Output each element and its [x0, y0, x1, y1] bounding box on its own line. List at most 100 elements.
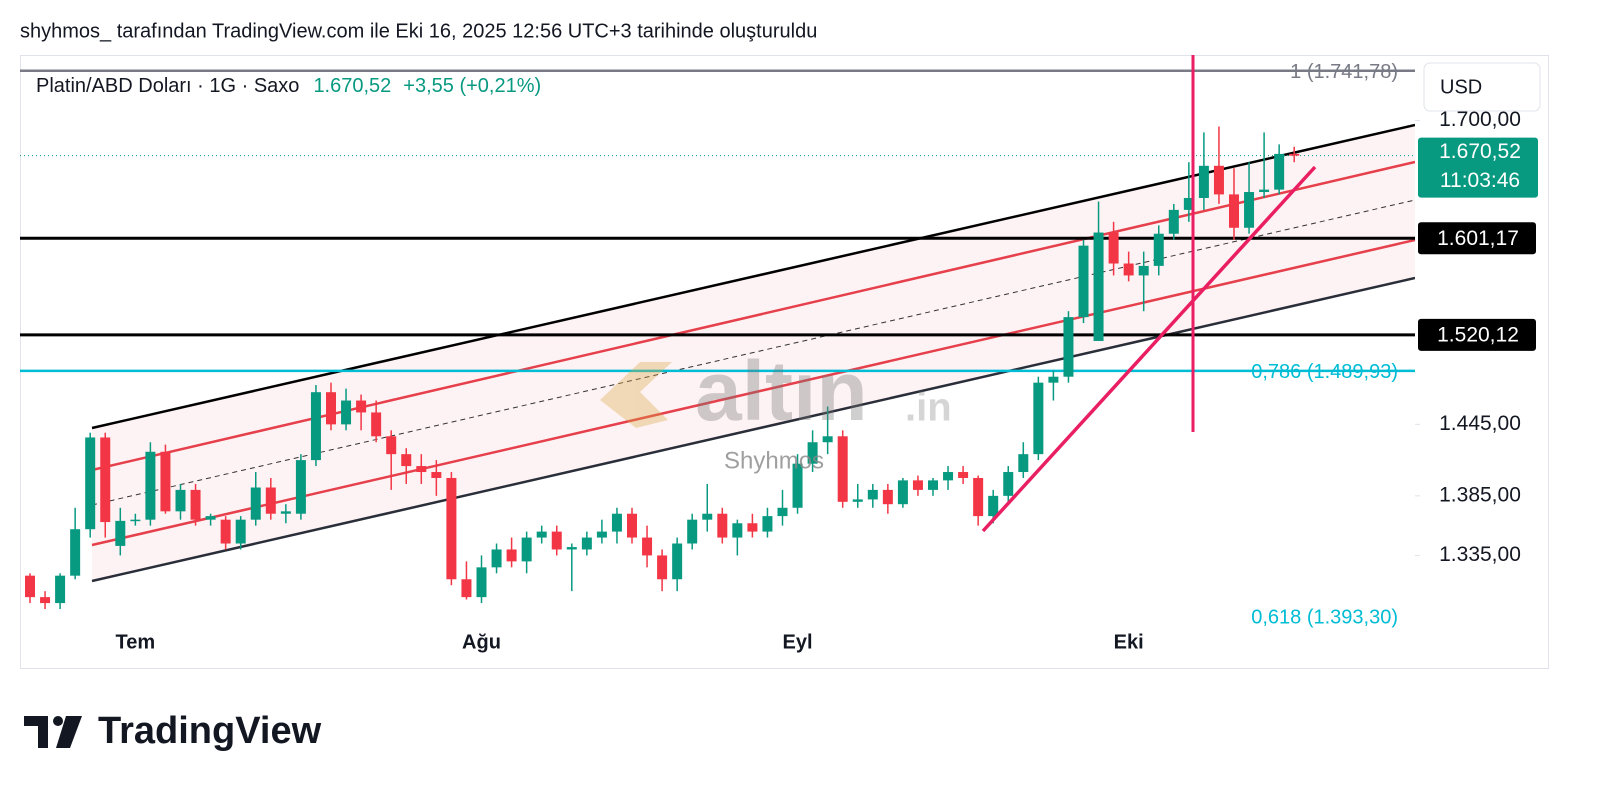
candle-body: [807, 442, 818, 464]
fib-label: 0,786 (1.489,93): [1251, 361, 1398, 383]
x-tick-label: Eyl: [783, 631, 813, 653]
candle-body: [928, 480, 938, 490]
candle-body: [747, 523, 758, 532]
candle-body: [295, 460, 306, 514]
candle-body: [521, 537, 532, 562]
candle-body: [446, 477, 457, 580]
candle-body: [822, 436, 833, 443]
price-badge-label: 1.520,12: [1437, 323, 1519, 346]
candle-body: [476, 567, 487, 598]
candle-body: [1138, 265, 1149, 276]
candle-body: [1198, 165, 1209, 198]
candle-body: [326, 392, 336, 425]
candle-body: [235, 519, 246, 544]
candle-body: [642, 537, 653, 556]
watermark-author: Shyhmos: [724, 447, 824, 474]
candle-body: [672, 543, 683, 580]
fib-label: 0,618 (1.393,30): [1251, 606, 1398, 628]
y-tick-label: 1.700,00: [1439, 108, 1521, 131]
x-tick-label: Eki: [1114, 631, 1144, 653]
chart-frame: [20, 55, 1549, 669]
candle-body: [657, 555, 668, 580]
logo-icon: [24, 716, 48, 748]
trend-line: [981, 165, 1317, 533]
candle-body: [1003, 472, 1014, 496]
candle-body: [371, 412, 382, 437]
price-badge: [1418, 318, 1536, 351]
candle-body: [145, 451, 156, 520]
candle-body: [702, 513, 713, 520]
candle-body: [341, 400, 352, 425]
x-tick-label: Tem: [116, 631, 156, 653]
candle-body: [70, 529, 81, 576]
price-badge: [1418, 137, 1538, 198]
candle-body: [431, 472, 442, 478]
candle-body: [205, 516, 216, 520]
candle-body: [627, 513, 637, 538]
candle-body: [25, 575, 35, 598]
candle-body: [897, 480, 908, 505]
candle-body: [792, 463, 803, 508]
y-tick-label: 1.385,00: [1439, 483, 1521, 506]
candle-body: [551, 531, 562, 550]
drawings: [981, 55, 1317, 533]
change: +3,55 (+0,21%): [403, 75, 541, 97]
candle-body: [401, 454, 412, 467]
candle-body: [1259, 189, 1270, 193]
candle-body: [1229, 194, 1239, 228]
candle-body: [416, 466, 427, 473]
y-tick-label: 1.335,00: [1439, 543, 1521, 566]
y-tick-label: 1.445,00: [1439, 412, 1521, 435]
candle-body: [882, 489, 893, 505]
candle-body: [973, 477, 984, 517]
candle-body: [386, 436, 397, 455]
candle-body: [1018, 454, 1029, 473]
candle-body: [506, 549, 517, 562]
candle-body: [581, 537, 592, 550]
candle-body: [265, 487, 276, 514]
logo-icon: [56, 716, 82, 748]
logo-text: TradingView: [98, 710, 322, 752]
countdown: 11:03:46: [1440, 169, 1520, 192]
candle-body: [1123, 263, 1134, 276]
candle-body: [988, 495, 999, 517]
watermark-brand: altın: [695, 344, 868, 438]
candle-body: [1108, 232, 1119, 264]
candle-body: [943, 472, 954, 481]
candle-body: [596, 531, 607, 538]
candle-body: [310, 392, 321, 461]
candle-body: [1289, 153, 1300, 156]
candle-body: [536, 531, 547, 538]
candle-body: [1274, 153, 1285, 190]
candle-body: [958, 472, 969, 478]
candle-body: [115, 520, 126, 546]
candle-body: [491, 549, 502, 568]
currency-box[interactable]: [1423, 62, 1541, 112]
candle-body: [912, 480, 923, 490]
candle-body: [160, 451, 171, 512]
candle-body: [852, 499, 863, 502]
attribution: shyhmos_ tarafından TradingView.com ile …: [20, 20, 817, 42]
candle-body: [40, 597, 51, 604]
candle-body: [250, 487, 261, 520]
candle-body: [356, 400, 367, 413]
candle-body: [1183, 197, 1194, 210]
price-badge-label: 1.670,52: [1439, 140, 1521, 163]
candle-body: [175, 489, 186, 512]
candle-body: [687, 519, 698, 544]
logo-icon: [53, 716, 63, 726]
fib-label: 1 (1.741,78): [1290, 61, 1398, 83]
candle-body: [611, 513, 622, 532]
watermark: altın .in: [600, 344, 952, 438]
candle-body: [55, 575, 66, 604]
candle-body: [1048, 376, 1059, 383]
candle-body: [1093, 232, 1104, 341]
candle-body: [461, 579, 472, 598]
candle-body: [732, 523, 743, 538]
last-price: 1.670,52: [313, 75, 391, 97]
candle-body: [280, 511, 291, 514]
tradingview-logo: TradingView: [24, 710, 322, 752]
watermark-icon: [600, 362, 672, 428]
